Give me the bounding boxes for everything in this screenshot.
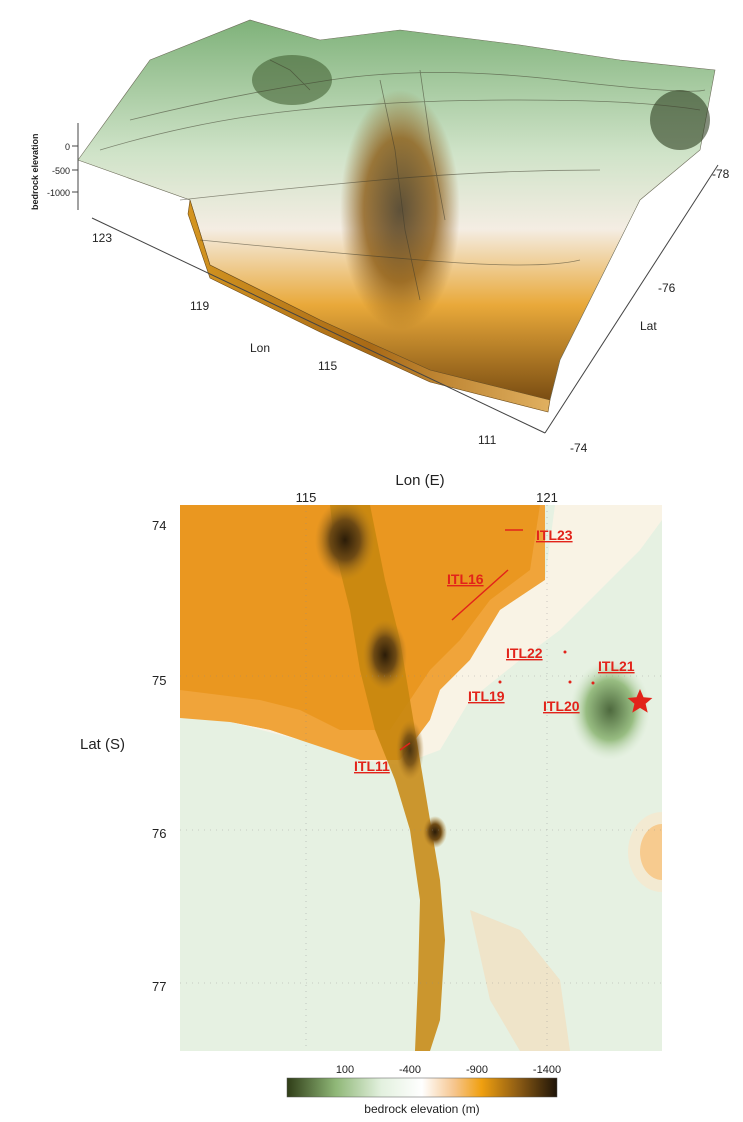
surface-peak-left: [252, 55, 332, 105]
z-tick-label: 0: [65, 142, 70, 152]
surface-valley: [340, 90, 460, 330]
map-y-axis-label: Lat (S): [80, 736, 125, 753]
map-y-tick-label: 77: [152, 979, 166, 994]
site-label-itl11: ITL11: [354, 758, 390, 774]
colorbar-title: bedrock elevation (m): [364, 1102, 479, 1116]
map-x-tick-label: 121: [536, 490, 558, 505]
site-labels: ITL23 ITL16 ITL22 ITL21 ITL19 ITL20 ITL1…: [354, 527, 635, 774]
surface-ridges: [99, 59, 706, 301]
site-label-itl23: ITL23: [536, 527, 573, 543]
lat-axis-line: [544, 164, 719, 434]
site-label-itl19: ITL19: [468, 688, 505, 704]
lon-tick-label: 123: [92, 231, 112, 245]
surface-dark-right: [650, 90, 710, 150]
lat-tick-label: -78: [712, 167, 730, 181]
colorbar-tick-label: -400: [399, 1064, 421, 1076]
site-label-itl22: ITL22: [506, 645, 543, 661]
z-tick-label: -1000: [47, 188, 70, 198]
surface-front-wall: [187, 199, 551, 413]
lat-tick-label: -74: [570, 441, 588, 455]
lon-axis-line: [91, 217, 546, 434]
lon-tick-label: 119: [190, 299, 209, 313]
z-ticks: 0 -500 -1000: [47, 142, 78, 198]
lat-tick-label: -76: [658, 281, 676, 295]
map-x-tick-label: 115: [296, 490, 317, 505]
star-icon: [627, 689, 653, 713]
lat-ticks: -78 -76 -74: [570, 167, 730, 455]
colorbar: [286, 1077, 558, 1098]
bedrock-elevation-map: Lon (E) 115 121 Lat (S) 74 75 76 77: [80, 472, 662, 1116]
map-raster: [180, 505, 662, 1051]
bedrock-3d-surface: 0 -500 -1000 bedrock elevation 123 119 1…: [30, 19, 730, 455]
map-y-tick-label: 74: [152, 518, 166, 533]
z-axis-label: bedrock elevation: [30, 133, 40, 210]
lon-tick-label: 115: [318, 359, 337, 373]
lon-ticks: 123 119 115 111: [92, 231, 497, 447]
map-x-axis-label: Lon (E): [395, 472, 444, 489]
map-y-tick-label: 75: [152, 673, 166, 688]
lon-tick-label: 111: [478, 433, 497, 447]
colorbar-tick-label: 100: [336, 1064, 354, 1076]
site-markers: [399, 529, 595, 751]
map-y-tick-label: 76: [152, 826, 166, 841]
site-label-itl16: ITL16: [447, 571, 484, 587]
lon-axis-label: Lon: [250, 341, 270, 355]
lat-axis-label: Lat: [640, 319, 657, 333]
site-label-itl21: ITL21: [598, 658, 635, 674]
z-tick-label: -500: [52, 166, 70, 176]
site-label-itl20: ITL20: [543, 698, 580, 714]
colorbar-tick-label: -1400: [533, 1064, 561, 1076]
colorbar-tick-label: -900: [466, 1064, 488, 1076]
